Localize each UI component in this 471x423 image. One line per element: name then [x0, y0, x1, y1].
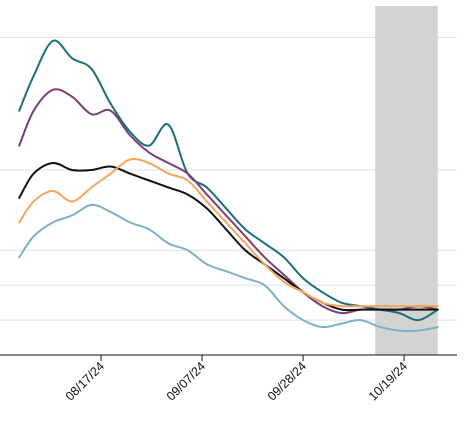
x-tick-label: 09/07/24: [164, 359, 208, 403]
x-tick-label: 08/17/24: [63, 359, 107, 403]
highlight-band-layer: [375, 6, 438, 355]
series-line-black: [18, 162, 439, 312]
series-line-teal: [18, 39, 439, 322]
x-tick-label: 09/28/24: [265, 359, 309, 403]
series-line-light-blue: [18, 203, 439, 333]
x-tick-label: 10/19/24: [366, 359, 410, 403]
series-layer: [18, 39, 439, 333]
highlight-band: [375, 6, 438, 355]
series-line-orange: [18, 158, 439, 308]
x-ticks: 08/17/24 09/07/24 09/28/24 10/19/24: [63, 355, 410, 404]
series-line-purple: [18, 88, 439, 315]
